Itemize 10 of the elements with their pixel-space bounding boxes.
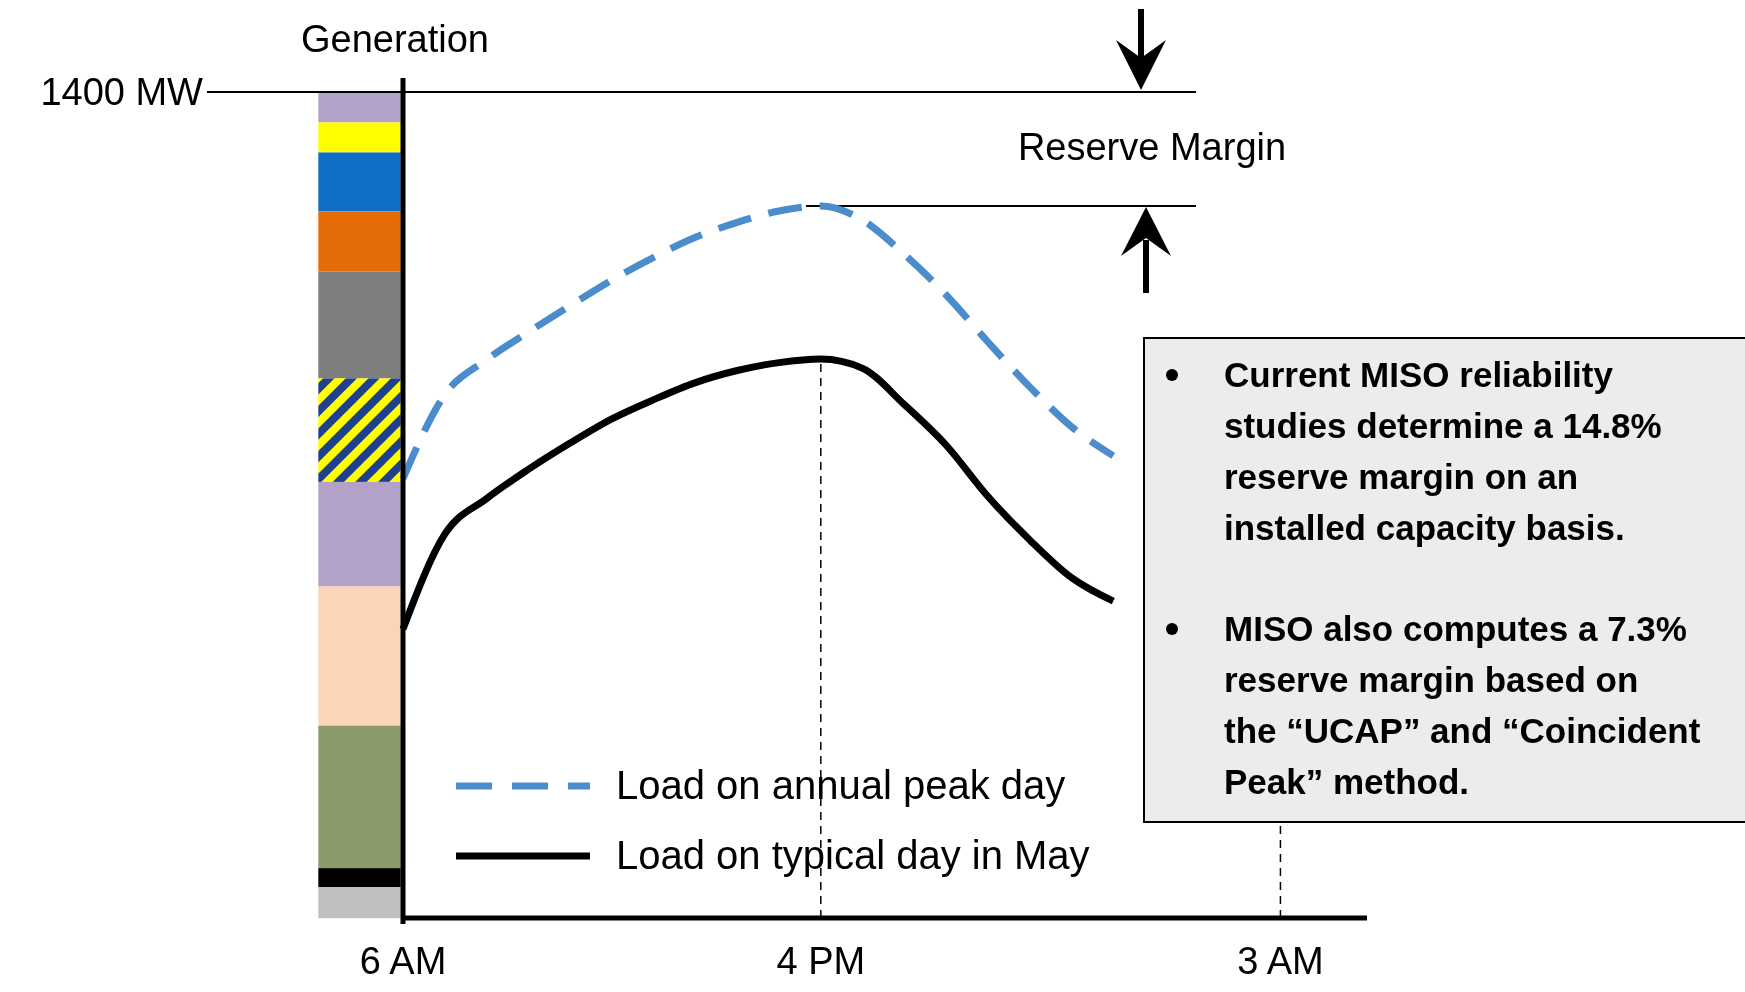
chart-title: Generation — [300, 18, 490, 60]
x-tick-label: 4 PM — [776, 940, 866, 982]
legend-label: Load on annual peak day — [616, 763, 1066, 807]
legend-label: Load on typical day in May — [616, 833, 1090, 877]
annotation: Current MISO reliability studies determine a 14.8% reserve margin on an installed capacity basis. — [1224, 355, 1662, 547]
ref-line-label: 1400 MW — [40, 71, 204, 114]
text: Reserve Margin — [1017, 126, 1287, 168]
x-tick-label: 3 AM — [1237, 940, 1324, 982]
annotation: MISO also computes a 7.3% reserve margin based on the “UCAP” and “Coincident Peak” method. — [1224, 609, 1701, 801]
x-tick-label: 6 AM — [359, 940, 447, 982]
